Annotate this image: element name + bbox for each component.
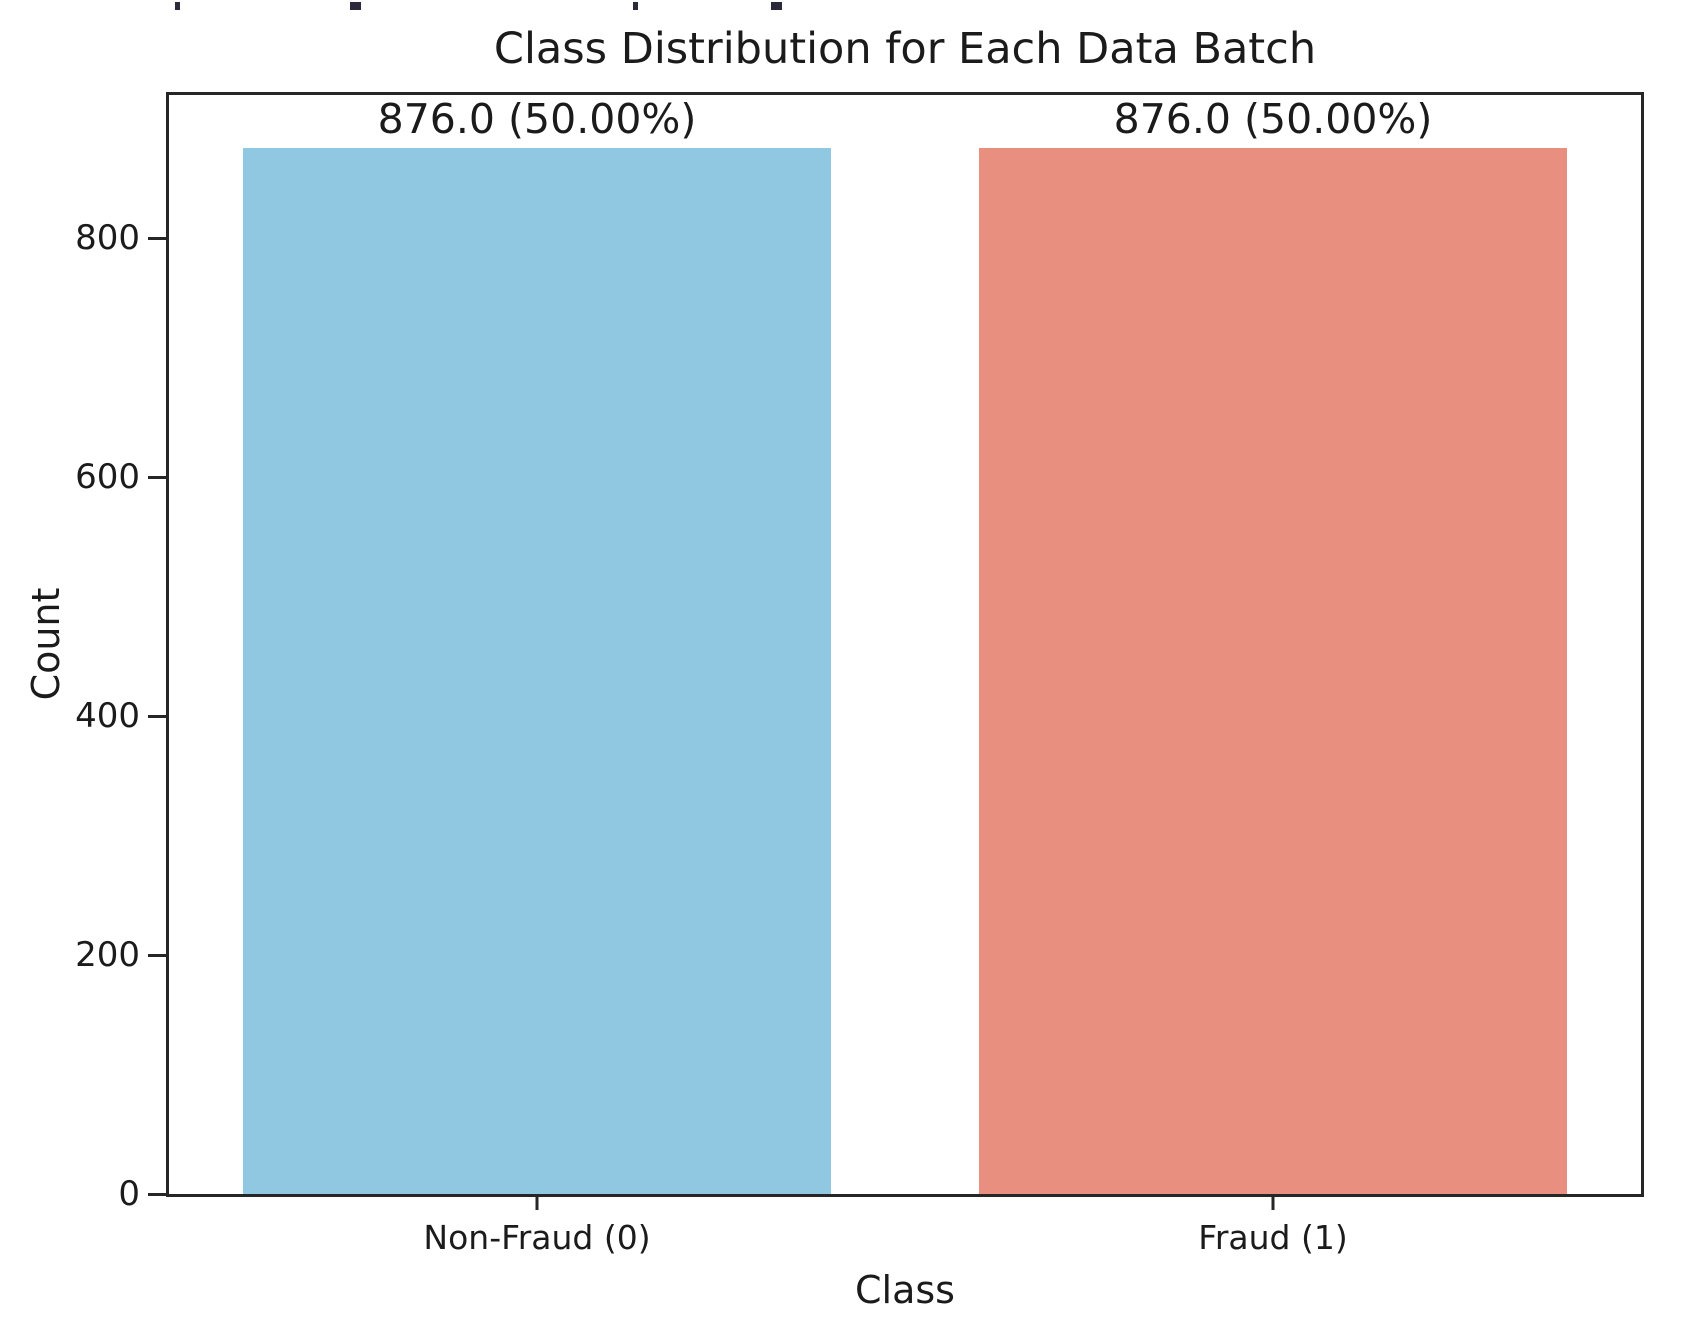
x-tick-mark-1: [1271, 1194, 1275, 1210]
x-axis-label: Class: [855, 1268, 955, 1312]
cropped-text-fragment: [771, 2, 782, 10]
plot-area: 876.0 (50.00%) Non-Fraud (0) 876.0 (50.00%…: [75, 92, 1644, 1257]
y-tick-mark-3: [148, 475, 166, 479]
y-tick-label-2: 400: [75, 696, 140, 737]
y-tick-label-0: 0: [118, 1174, 140, 1214]
cropped-text-fragment: [350, 2, 361, 10]
y-tick-label-3: 600: [75, 457, 140, 498]
y-tick-mark-2: [148, 714, 166, 718]
y-tick-label-1: 200: [75, 935, 140, 976]
chart-title: Class Distribution for Each Data Batch: [493, 24, 1317, 74]
y-tick-mark-1: [148, 953, 166, 957]
bar-1: [978, 147, 1568, 1194]
x-tick-label-1: Fraud (1): [1198, 1218, 1348, 1257]
cropped-text-fragment: [175, 2, 180, 10]
x-tick-mark-0: [535, 1194, 539, 1210]
bar-value-label-1: 876.0 (50.00%): [1113, 95, 1433, 143]
y-tick-label-4: 800: [75, 218, 140, 259]
bar-0: [242, 147, 832, 1194]
y-tick-mark-4: [148, 236, 166, 240]
y-tick-mark-0: [148, 1192, 166, 1196]
bar-value-label-0: 876.0 (50.00%): [377, 95, 697, 143]
x-tick-label-0: Non-Fraud (0): [423, 1218, 651, 1257]
y-axis-label: Count: [24, 587, 68, 701]
cropped-text-fragment: [633, 2, 638, 10]
